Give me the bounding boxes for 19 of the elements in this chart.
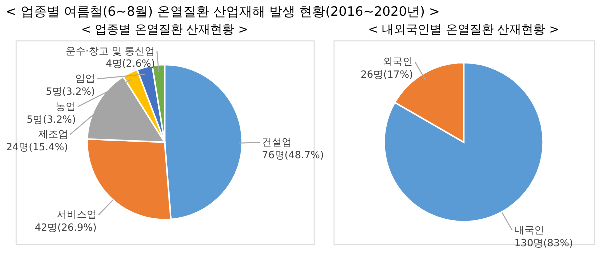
data-label: 5명(3.2%) [46, 87, 96, 98]
chart-title: < 내외국인별 온열질환 산재현황 > [368, 22, 560, 37]
data-label: 130명(83%) [514, 238, 574, 250]
slice-label: 서비스업 [56, 210, 97, 222]
data-label: 5명(3.2%) [26, 114, 76, 126]
slice-label: 제조업 [38, 130, 68, 141]
slice-label: 외국인 [383, 57, 414, 68]
chart-title: < 업종별 온열질환 산재현황 > [81, 22, 248, 37]
slice-label: 농업 [56, 102, 76, 113]
slice-label: 운수·창고 및 통신업 [66, 46, 156, 58]
text: < 업종별 여름철(6~8월) 온열질환 산업재해 발생 현황(2016~2020년) > [6, 5, 440, 20]
data-label: 24명(15.4%) [6, 142, 68, 154]
slice-label: 건설업 [262, 138, 292, 149]
data-label: 26명(17%) [360, 70, 414, 81]
slice-label: 내국인 [514, 226, 545, 237]
data-label: 4명(2.6%) [106, 59, 156, 70]
data-label: 42명(26.9%) [34, 223, 97, 234]
data-label: 76명(48.7%) [262, 150, 324, 162]
slice-label: 임업 [75, 74, 96, 86]
